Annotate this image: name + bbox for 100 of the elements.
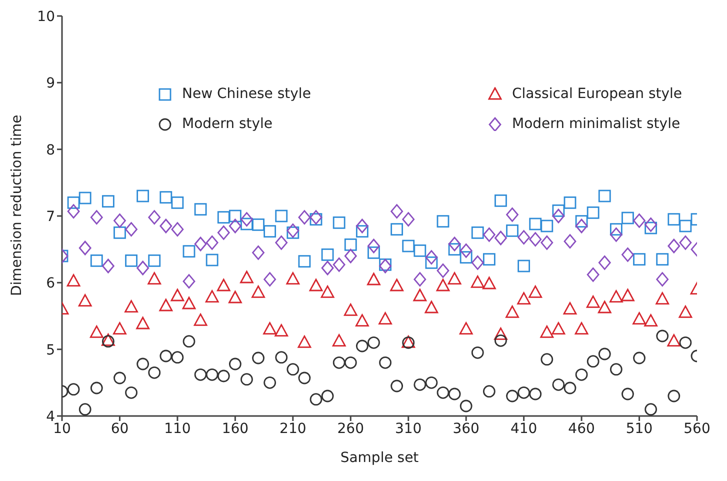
point	[206, 368, 218, 381]
point	[621, 288, 634, 302]
point	[552, 204, 565, 217]
point	[275, 210, 288, 222]
point	[528, 285, 542, 298]
point	[286, 363, 300, 376]
point	[344, 303, 358, 316]
point	[413, 288, 427, 302]
point	[529, 218, 542, 230]
point	[274, 324, 288, 337]
x-tick-label: 560	[684, 420, 710, 437]
point	[78, 403, 92, 416]
point	[263, 322, 277, 335]
point	[622, 247, 634, 262]
point	[414, 378, 426, 391]
point	[506, 207, 518, 222]
point	[644, 222, 658, 234]
point	[356, 218, 368, 234]
point	[217, 211, 230, 224]
point	[264, 272, 276, 287]
point	[252, 352, 264, 364]
point	[332, 257, 346, 272]
point	[540, 325, 554, 338]
point	[575, 368, 588, 381]
x-tick-label: 210	[280, 420, 306, 437]
y-tick-label: 7	[46, 208, 55, 225]
point	[171, 351, 184, 364]
x-tick-label: 510	[626, 420, 653, 437]
point	[367, 272, 380, 286]
point	[170, 288, 184, 302]
point	[460, 400, 472, 412]
point	[390, 223, 404, 236]
point	[470, 275, 484, 288]
x-tick-label: 60	[110, 420, 129, 437]
point	[78, 294, 92, 307]
point	[414, 272, 426, 287]
x-axis-title: Sample set	[340, 450, 420, 466]
point	[390, 380, 404, 392]
point	[148, 272, 162, 285]
point	[90, 382, 103, 394]
point	[252, 245, 264, 260]
y-tick-label: 6	[46, 276, 56, 292]
point	[656, 330, 669, 342]
point	[125, 254, 138, 267]
point	[240, 218, 253, 230]
point	[656, 292, 670, 305]
point	[610, 363, 622, 376]
point	[194, 203, 207, 216]
point	[206, 254, 218, 266]
point	[344, 238, 357, 251]
point	[321, 248, 334, 261]
y-tick-label: 5	[46, 342, 55, 358]
y-axis-title: Dimension reduction time	[8, 114, 25, 296]
point	[425, 256, 438, 269]
point	[310, 210, 322, 225]
point	[286, 226, 300, 239]
point	[679, 220, 692, 232]
legend-label: New Chinese style	[182, 86, 311, 102]
point	[540, 353, 554, 366]
point	[217, 370, 230, 382]
point	[471, 226, 484, 239]
point	[136, 358, 150, 370]
point	[148, 254, 161, 267]
point	[216, 278, 230, 292]
point	[67, 204, 80, 219]
point	[264, 376, 276, 389]
point	[378, 312, 392, 325]
point	[286, 272, 300, 285]
point	[90, 325, 104, 338]
point	[644, 403, 658, 416]
point	[506, 224, 518, 237]
point	[159, 298, 173, 312]
point	[240, 373, 253, 386]
point	[518, 386, 530, 399]
point	[402, 212, 415, 227]
y-tick-label: 4	[46, 408, 56, 425]
point	[633, 213, 646, 228]
point	[194, 236, 207, 252]
point	[529, 232, 542, 247]
point	[78, 240, 92, 256]
point	[228, 218, 242, 234]
point	[575, 215, 588, 228]
point	[609, 290, 623, 303]
legend-label: Modern minimalist style	[512, 116, 680, 132]
point	[194, 368, 207, 381]
point	[679, 336, 692, 349]
point	[368, 246, 380, 259]
point	[529, 388, 542, 400]
legend-label: Classical European style	[512, 86, 682, 102]
point	[622, 212, 634, 224]
point	[574, 322, 588, 335]
point	[679, 235, 692, 250]
point	[667, 334, 681, 347]
point	[448, 272, 462, 285]
point	[517, 292, 531, 305]
point	[668, 390, 680, 402]
point	[436, 278, 450, 292]
point	[102, 195, 114, 208]
point	[518, 230, 530, 245]
point	[286, 223, 300, 238]
